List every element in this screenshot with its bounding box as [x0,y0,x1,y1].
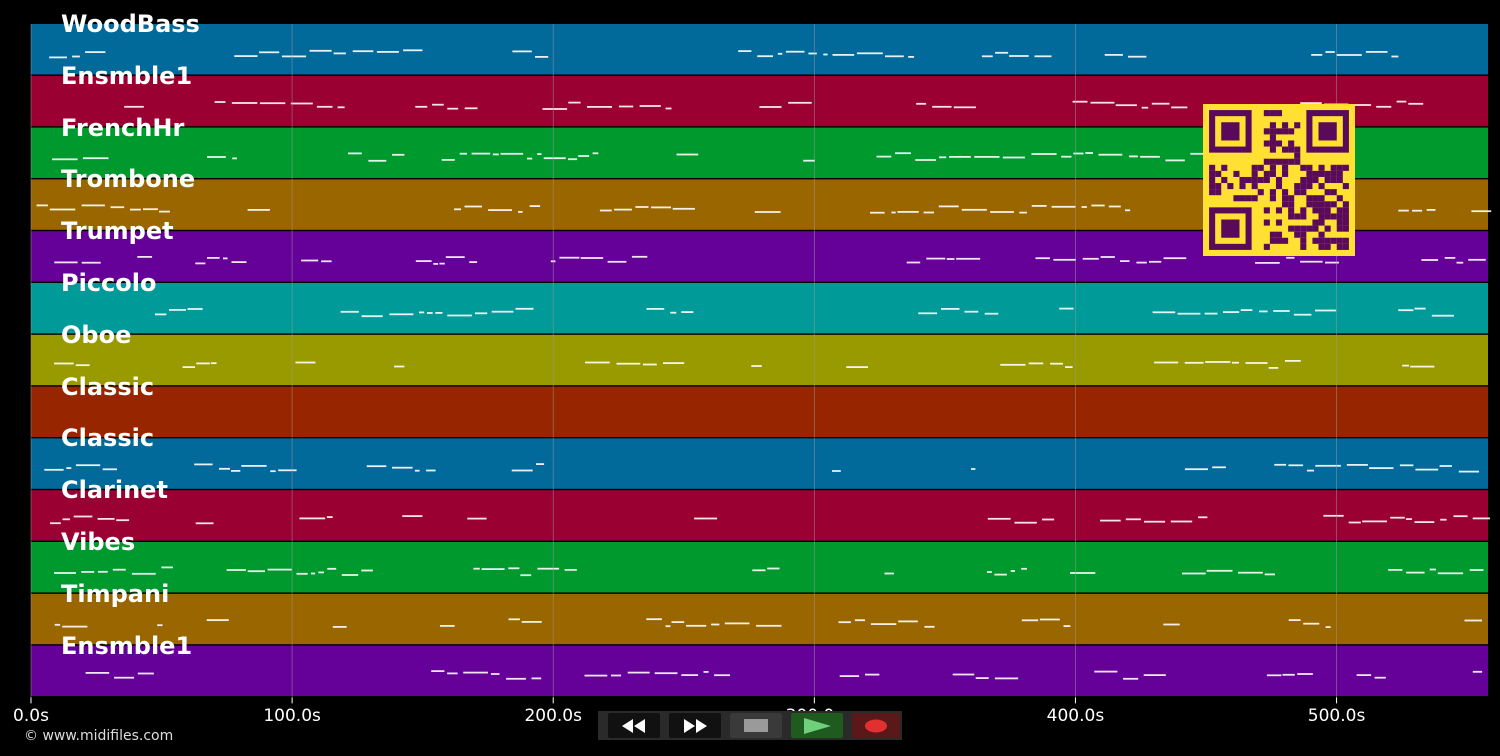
note-cluster [54,360,1435,369]
axis-tick-label: 500.0s [1307,706,1366,726]
stop-icon [744,719,768,732]
note-cluster [154,307,1454,318]
rewind-button[interactable] [608,713,660,738]
track-label: Clarinet [61,476,168,505]
track-lane [31,24,1488,75]
track-label: Trumpet [61,217,174,246]
track-lane [31,386,1488,437]
axis-tick-label: 400.0s [1046,706,1105,726]
track-lane [31,334,1488,386]
note-cluster [50,514,1490,525]
track-lane [31,645,1488,696]
track-lane [31,490,1488,541]
note-cluster [85,670,1483,680]
play-button[interactable] [791,713,843,738]
track-label: Timpani [61,579,170,608]
track-lane [31,283,1488,334]
note-cluster [124,100,1424,110]
note-cluster [44,463,1479,473]
track-label: Piccolo [61,269,157,297]
track-lane [31,542,1488,593]
record-button[interactable] [852,713,900,738]
track-label: WoodBass [61,10,200,38]
axis-tick-label: 0.0s [13,706,49,726]
note-cluster [54,566,1484,577]
note-cluster [54,618,1482,628]
rewind-icon [622,718,645,733]
transport-bar [598,711,902,740]
track-lane [31,593,1488,645]
track-label: Classic [61,424,155,453]
track-label: Vibes [61,528,136,556]
fast-forward-button[interactable] [669,713,721,738]
track-label: Ensmble1 [61,631,193,660]
fast-forward-icon [684,718,707,733]
note-cluster [49,49,1399,59]
stop-button[interactable] [730,713,782,738]
track-label: FrenchHr [61,113,185,142]
axis-tick-label: 200.0s [524,706,582,726]
track-label: Classic [61,372,155,401]
track-label: Trombone [61,165,196,194]
track-label: Oboe [61,320,132,349]
copyright-text: © www.midifiles.com [24,728,174,744]
axis-tick-label: 100.0s [263,706,321,726]
record-icon [865,719,887,732]
track-label: Ensmble1 [61,61,193,90]
track-lane [31,438,1488,489]
play-icon [804,717,831,734]
qr-code-icon [1203,104,1355,256]
